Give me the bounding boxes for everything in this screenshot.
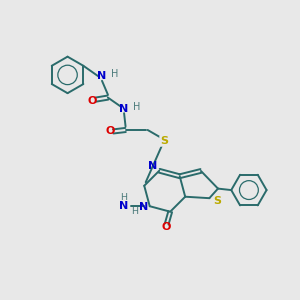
Text: O: O (88, 96, 97, 106)
Text: S: S (160, 136, 168, 146)
Text: N: N (139, 202, 148, 212)
Text: N: N (119, 104, 129, 114)
Text: S: S (160, 136, 168, 146)
Text: O: O (162, 222, 171, 232)
Text: S: S (214, 196, 222, 206)
Text: N: N (98, 71, 106, 81)
Text: H: H (111, 69, 118, 79)
Text: H: H (133, 102, 140, 112)
Text: N: N (148, 161, 158, 171)
Text: H: H (121, 194, 128, 202)
Text: H: H (130, 207, 138, 216)
Text: O: O (106, 126, 115, 136)
Text: N: N (119, 201, 129, 211)
